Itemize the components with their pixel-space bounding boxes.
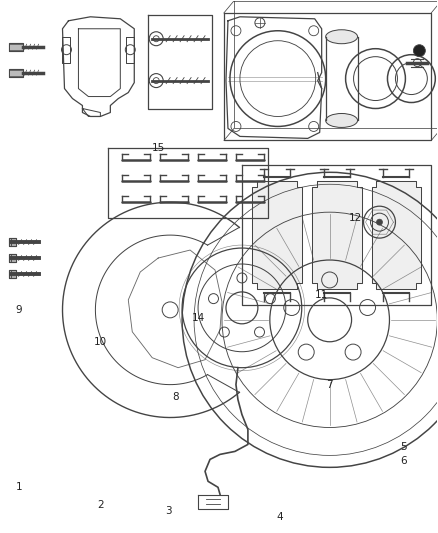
Text: 5: 5 (400, 442, 407, 453)
Text: 11: 11 (315, 290, 328, 300)
Text: 10: 10 (94, 337, 107, 347)
Text: 8: 8 (172, 392, 178, 401)
Polygon shape (9, 69, 23, 77)
Text: 15: 15 (152, 143, 165, 154)
Polygon shape (252, 181, 302, 289)
Polygon shape (9, 254, 16, 262)
Text: 2: 2 (97, 500, 104, 510)
Ellipse shape (326, 30, 357, 44)
Text: 4: 4 (276, 512, 283, 522)
Polygon shape (9, 238, 16, 246)
Circle shape (377, 219, 382, 225)
Text: 7: 7 (326, 379, 333, 390)
Text: 1: 1 (15, 482, 22, 492)
Text: 9: 9 (15, 305, 22, 315)
Polygon shape (371, 181, 421, 289)
Polygon shape (9, 43, 23, 51)
Ellipse shape (326, 114, 357, 127)
Text: 14: 14 (191, 313, 205, 323)
Circle shape (413, 45, 425, 56)
Polygon shape (9, 270, 16, 278)
Text: 12: 12 (349, 213, 362, 223)
Polygon shape (312, 181, 361, 289)
Text: 3: 3 (165, 506, 171, 516)
Text: 6: 6 (400, 456, 407, 466)
